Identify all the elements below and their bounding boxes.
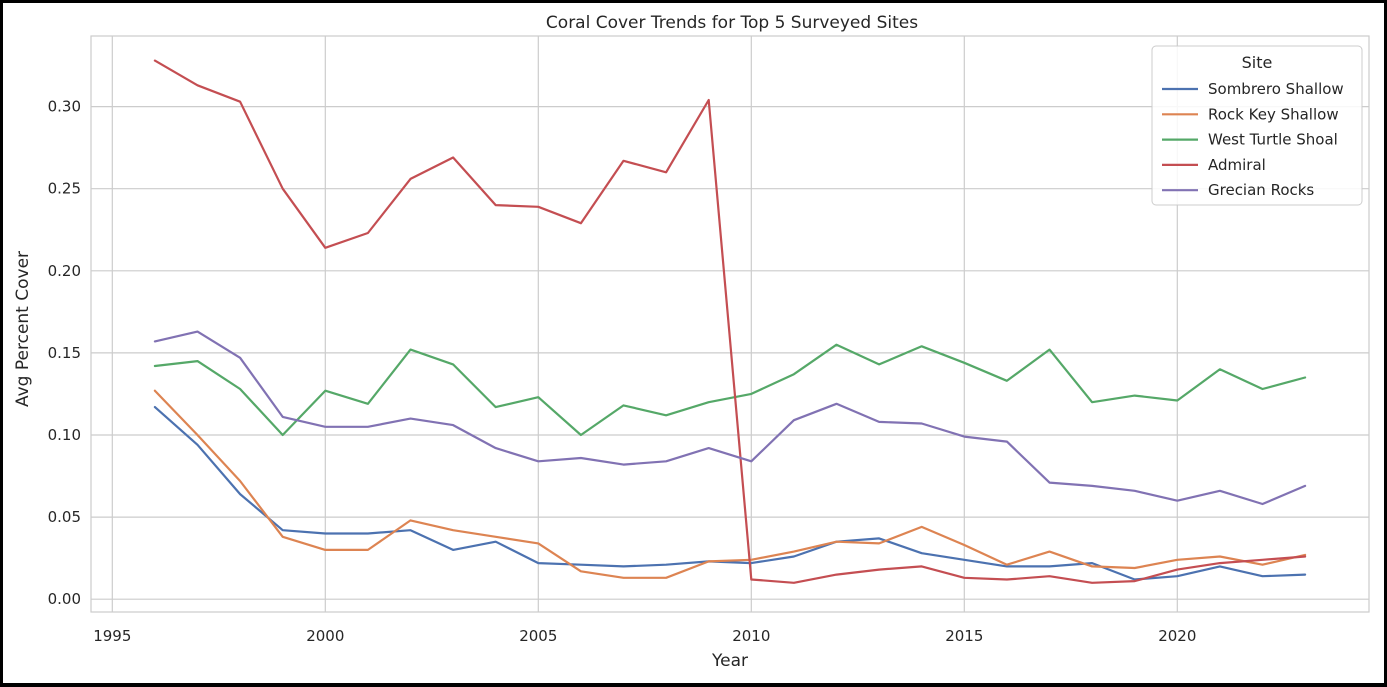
y-tick-label: 0.20 [48,262,81,280]
series-line-rock-key-shallow [153,389,1307,579]
x-tick-label: 2015 [945,627,983,645]
series-line-sombrero-shallow [153,406,1307,581]
y-tick-labels: 0.00 0.05 0.10 0.15 0.20 0.25 0.30 [48,98,81,609]
x-tick-label: 1995 [93,627,131,645]
x-axis-title: Year [711,651,748,671]
x-tick-labels: 1995 2000 2005 2010 2015 2020 [93,627,1196,645]
y-tick-label: 0.00 [48,590,81,608]
series-lines [153,59,1307,584]
x-tick-label: 2010 [732,627,770,645]
y-tick-label: 0.30 [48,98,81,116]
y-tick-label: 0.15 [48,344,81,362]
series-line-west-turtle-shoal [153,343,1307,437]
x-tick-label: 2005 [519,627,557,645]
y-tick-label: 0.25 [48,180,81,198]
x-tick-label: 2020 [1158,627,1196,645]
chart-title: Coral Cover Trends for Top 5 Surveyed Si… [546,13,918,33]
legend-label-rock-key-shallow: Rock Key Shallow [1208,105,1339,123]
line-chart: Coral Cover Trends for Top 5 Surveyed Si… [3,3,1384,683]
legend-box [1151,45,1363,206]
y-tick-label: 0.05 [48,508,81,526]
legend-title: Site [1242,53,1273,72]
series-line-grecian-rocks [153,330,1307,506]
legend-items: Sombrero Shallow Rock Key Shallow West Tur… [1162,80,1344,199]
y-axis-title: Avg Percent Cover [13,251,33,407]
x-tick-label: 2000 [306,627,344,645]
legend-label-west-turtle-shoal: West Turtle Shoal [1208,131,1338,149]
legend-label-admiral: Admiral [1208,156,1266,174]
legend-label-grecian-rocks: Grecian Rocks [1208,181,1314,199]
y-tick-label: 0.10 [48,426,81,444]
grid-lines [91,36,1369,612]
legend-label-sombrero-shallow: Sombrero Shallow [1208,80,1344,98]
legend: Site Sombrero Shallow Rock Key Shallow Wes… [1151,45,1363,206]
series-line-admiral [153,59,1307,584]
